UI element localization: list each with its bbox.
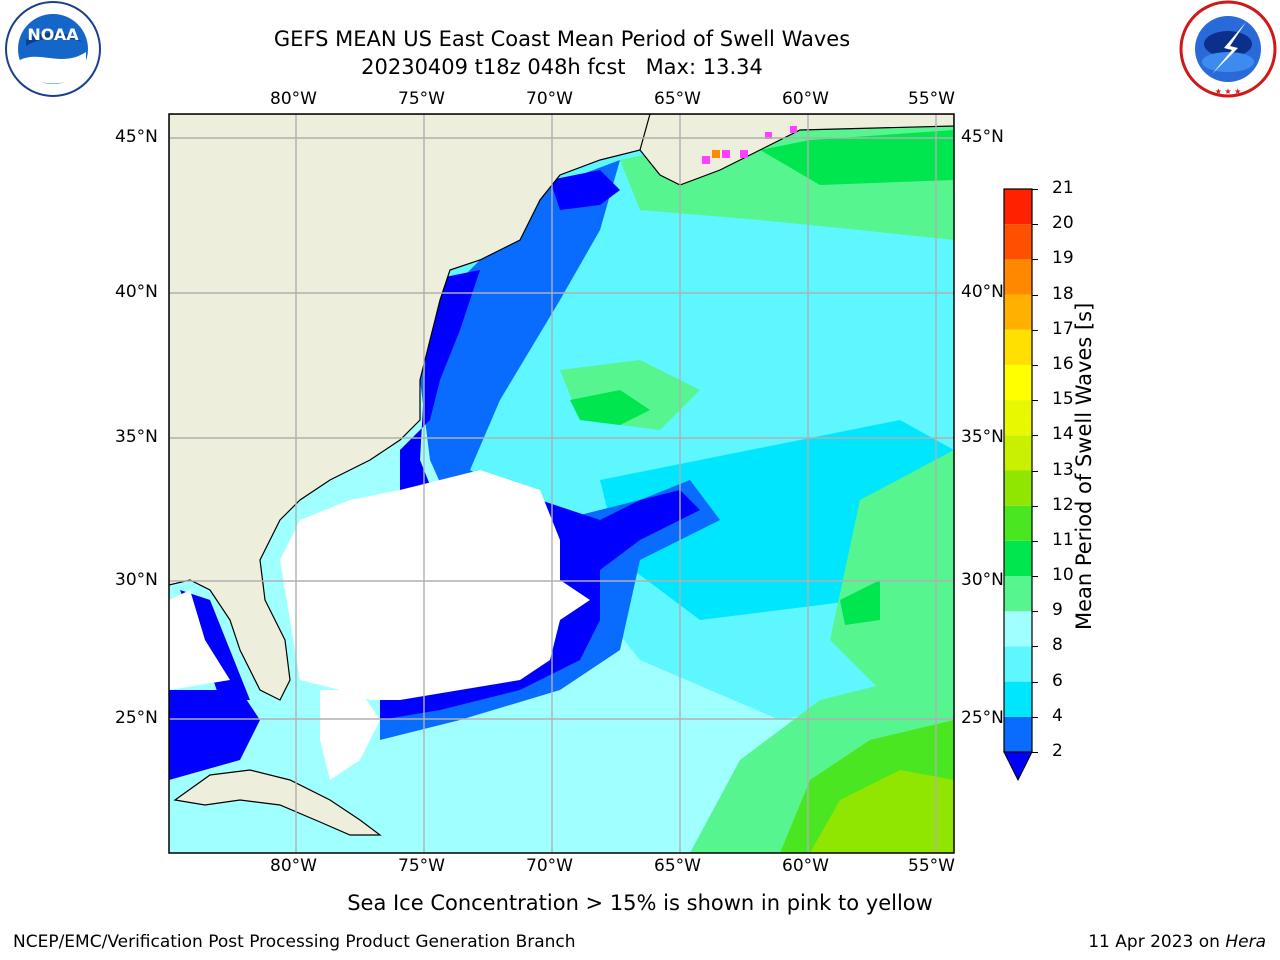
colorbar-tick-mark [1032,681,1038,683]
colorbar-tick-mark [1032,752,1038,753]
colorbar-under-triangle [1003,751,1033,782]
map-subtitle: 20230409 t18z 048h fcst Max: 13.34 [180,55,944,79]
colorbar-tick-label: 15 [1052,389,1074,410]
colorbar-segment [1004,646,1032,682]
colorbar-title: Mean Period of Swell Waves [s] [1072,302,1096,630]
colorbar-segment [1004,294,1032,330]
lat-label-left: 40°N [115,282,158,302]
colorbar-tick-mark [1032,646,1038,648]
lon-label-top: 70°W [526,89,573,109]
colorbar-tick-label: 18 [1052,283,1074,304]
svg-text:★ ★ ★: ★ ★ ★ [1215,87,1242,96]
lat-label-right: 40°N [961,282,1004,302]
colorbar-tick-mark [1032,364,1038,366]
colorbar-tick-mark [1032,435,1038,437]
colorbar-tick-mark [1032,611,1038,613]
colorbar-segment [1004,189,1032,225]
map-title: GEFS MEAN US East Coast Mean Period of S… [273,27,851,51]
colorbar-tick-mark [1032,716,1038,718]
forecast-run-label: 20230409 t18z 048h fcst [361,55,626,79]
lon-label-top: 80°W [270,89,317,109]
colorbar-segment [1004,681,1032,717]
lat-label-right: 45°N [961,127,1004,147]
lon-label-bottom: 55°W [908,856,955,876]
footer-machine: Hera [1225,932,1266,952]
colorbar-segment [1004,224,1032,260]
colorbar-tick-label: 20 [1052,213,1074,234]
sea-ice-caption: Sea Ice Concentration > 15% is shown in … [347,891,933,915]
lon-label-top: 55°W [908,89,955,109]
colorbar-segment [1004,611,1032,647]
colorbar-tick-label: 13 [1052,459,1074,480]
lon-label-bottom: 60°W [782,856,829,876]
colorbar-tick-mark [1032,189,1038,190]
colorbar-segment [1004,505,1032,541]
colorbar-tick-label: 2 [1052,741,1063,761]
colorbar-segment [1004,329,1032,365]
lon-label-top: 65°W [654,89,701,109]
max-value-label: Max: 13.34 [645,55,763,79]
colorbar-tick-label: 9 [1052,600,1063,621]
footer-timestamp: 11 Apr 2023 on Hera [1088,932,1266,952]
colorbar-tick-label: 16 [1052,353,1074,374]
lon-label-bottom: 65°W [654,856,701,876]
colorbar-tick-label: 21 [1052,178,1074,198]
colorbar-tick-mark [1032,576,1038,578]
colorbar-tick-mark [1032,400,1038,402]
colorbar-segment [1004,259,1032,295]
colorbar-tick-label: 19 [1052,248,1074,269]
lat-label-right: 25°N [961,708,1004,728]
colorbar-tick-mark [1032,294,1038,296]
colorbar-tick-mark [1032,540,1038,542]
noaa-logo-icon: NOAA [5,1,101,97]
lat-label-left: 30°N [115,570,158,590]
map-frame [168,113,955,854]
lat-label-right: 30°N [961,570,1004,590]
colorbar-segment [1004,435,1032,471]
colorbar-tick-mark [1032,259,1038,261]
colorbar-tick-label: 6 [1052,670,1063,691]
lon-label-bottom: 70°W [526,856,573,876]
lon-label-top: 75°W [398,89,445,109]
colorbar-tick-label: 14 [1052,424,1074,445]
lat-label-right: 35°N [961,427,1004,447]
colorbar-segment [1004,470,1032,506]
colorbar-tick-label: 11 [1052,529,1074,550]
colorbar [1003,188,1033,782]
map-field [169,114,954,853]
colorbar-tick-mark [1032,470,1038,472]
lat-label-left: 35°N [115,427,158,447]
colorbar-tick-label: 4 [1052,705,1063,726]
svg-text:NOAA: NOAA [27,25,79,44]
colorbar-tick-label: 12 [1052,494,1074,515]
colorbar-tick-label: 10 [1052,565,1074,586]
colorbar-segment [1004,540,1032,577]
colorbar-segment [1004,400,1032,436]
colorbar-tick-mark [1032,224,1038,226]
lon-label-bottom: 75°W [398,856,445,876]
colorbar-tick-mark [1032,329,1038,331]
colorbar-segment [1004,716,1032,752]
colorbar-segment [1004,364,1032,401]
colorbar-tick-label: 17 [1052,318,1074,339]
graticule [169,114,954,853]
colorbar-tick-label: 8 [1052,635,1063,656]
lat-label-left: 45°N [115,127,158,147]
colorbar-segment [1004,576,1032,612]
lon-label-bottom: 80°W [270,856,317,876]
lon-label-top: 60°W [782,89,829,109]
footer-date: 11 Apr 2023 on [1088,932,1220,952]
footer-branch: NCEP/EMC/Verification Post Processing Pr… [13,932,576,952]
lat-label-left: 25°N [115,708,158,728]
colorbar-tick-mark [1032,505,1038,507]
nws-logo-icon: ★ ★ ★ [1179,0,1277,98]
